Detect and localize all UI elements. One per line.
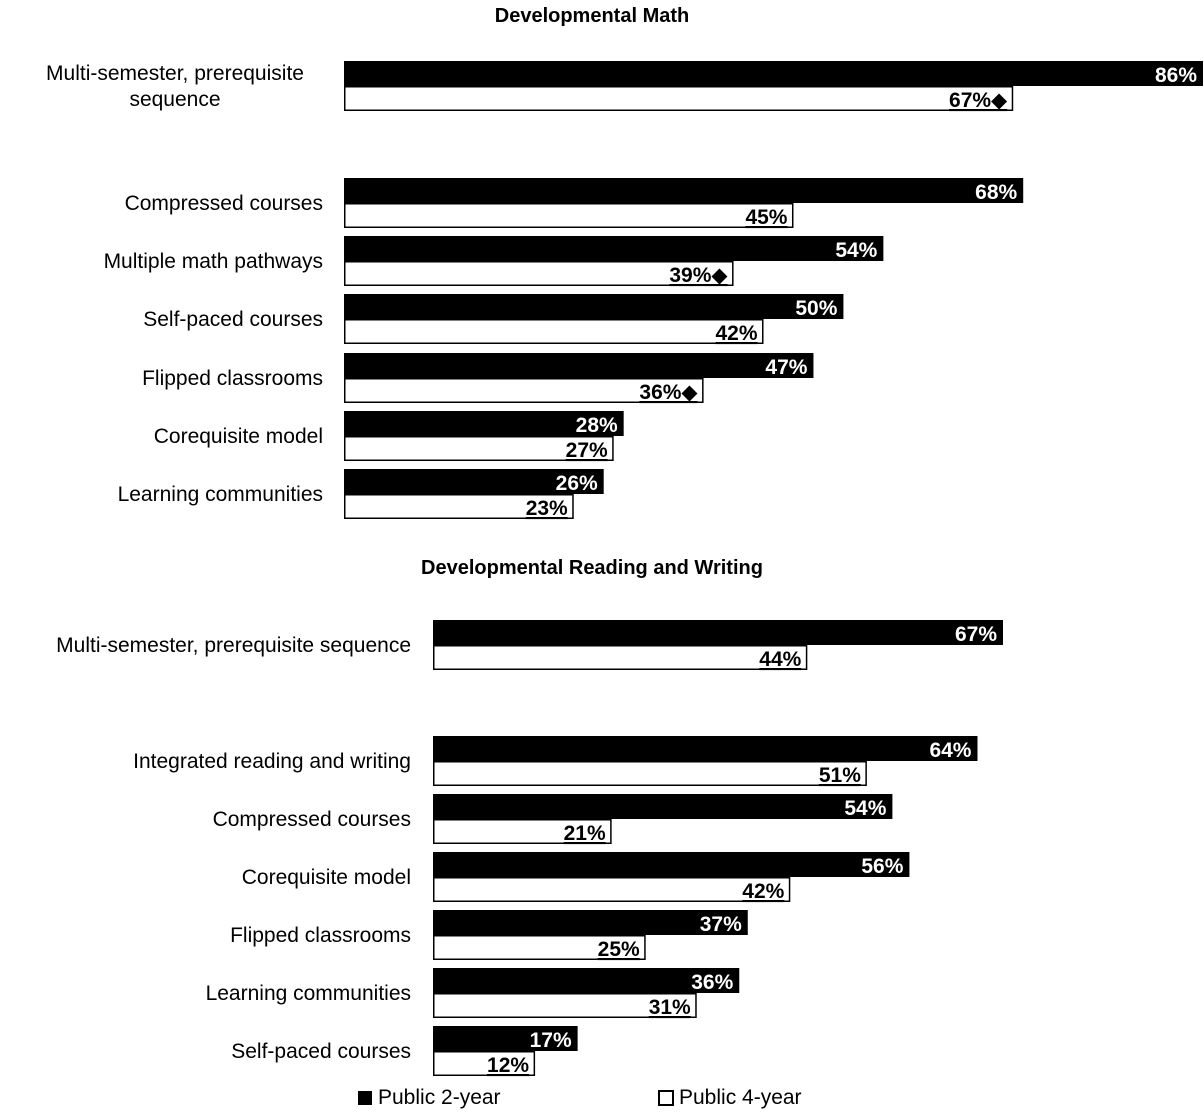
data-label: 17% [530, 1029, 572, 1052]
data-label: 56% [861, 855, 903, 878]
bar-public-4-year [344, 261, 734, 286]
bar-public-4-year [433, 877, 791, 902]
data-label: 67% [955, 623, 997, 646]
data-label: 36%◆ [639, 381, 698, 404]
bar-public-4-year [344, 86, 1014, 111]
bar-public-2-year [433, 910, 748, 935]
data-label: 27% [566, 439, 608, 462]
category-label-line: sequence [129, 88, 220, 111]
data-label: 67%◆ [949, 89, 1008, 112]
bar-public-4-year [433, 761, 867, 786]
data-label: 64% [929, 739, 971, 762]
data-label: 26% [556, 472, 598, 495]
bar-public-2-year [433, 852, 910, 877]
bar-public-2-year [344, 61, 1203, 86]
data-label: 25% [598, 938, 640, 961]
category-label: Compressed courses [213, 808, 411, 831]
data-label: 36% [691, 971, 733, 994]
legend-label: Public 2-year [378, 1086, 501, 1109]
bar-public-2-year [433, 620, 1003, 645]
data-label: 50% [795, 297, 837, 320]
data-label: 42% [742, 880, 784, 903]
bar-public-2-year [433, 968, 740, 993]
data-label: 28% [576, 414, 618, 437]
legend-label: Public 4-year [679, 1086, 802, 1109]
bar-public-2-year [344, 353, 814, 378]
bar-public-4-year [344, 436, 614, 461]
data-label: 12% [487, 1054, 529, 1077]
data-label: 86% [1155, 64, 1197, 87]
category-label: Flipped classrooms [230, 924, 411, 947]
bar-public-2-year [344, 294, 844, 319]
chart-title: Developmental Reading and Writing [421, 557, 763, 579]
category-label: Learning communities [206, 982, 411, 1005]
category-label: Integrated reading and writing [133, 750, 411, 773]
bar-public-4-year [433, 993, 697, 1018]
bar-public-4-year [344, 203, 794, 228]
filled-square-icon [358, 1091, 372, 1105]
category-label: Self-paced courses [143, 308, 323, 331]
bar-public-2-year [433, 794, 893, 819]
data-label: 37% [700, 913, 742, 936]
chart-title: Developmental Math [495, 5, 689, 27]
category-label: Multi-semester, prerequisite sequence [46, 62, 304, 111]
data-label: 23% [526, 497, 568, 520]
bar-public-2-year [344, 178, 1024, 203]
category-label: Corequisite model [242, 866, 411, 889]
data-label: 47% [765, 356, 807, 379]
data-label: 54% [835, 239, 877, 262]
bar-public-2-year [433, 1026, 578, 1051]
data-label: 44% [759, 648, 801, 671]
category-label: Multiple math pathways [104, 250, 323, 273]
data-label: 45% [745, 206, 787, 229]
category-label: Compressed courses [125, 192, 323, 215]
bar-public-4-year [344, 378, 704, 403]
bar-public-2-year [433, 736, 978, 761]
category-label: Flipped classrooms [142, 367, 323, 390]
data-label: 31% [649, 996, 691, 1019]
bar-public-2-year [344, 469, 604, 494]
category-label: Self-paced courses [231, 1040, 411, 1063]
hollow-square-icon [658, 1090, 674, 1106]
category-label: Multi-semester, prerequisite sequence [56, 634, 411, 657]
category-label: Corequisite model [154, 425, 323, 448]
bar-public-2-year [344, 236, 884, 261]
bar-public-4-year [433, 1051, 536, 1076]
data-label: 42% [715, 322, 757, 345]
bar-public-4-year [433, 819, 612, 844]
data-label: 51% [819, 764, 861, 787]
data-label: 21% [564, 822, 606, 845]
bar-public-4-year [433, 935, 646, 960]
data-label: 54% [844, 797, 886, 820]
category-label: Learning communities [118, 483, 323, 506]
category-label-line: Multi-semester, prerequisite [46, 62, 304, 85]
bar-public-4-year [433, 645, 808, 670]
data-label: 39%◆ [669, 264, 728, 287]
bar-public-2-year [344, 411, 624, 436]
bar-public-4-year [344, 494, 574, 519]
data-label: 68% [975, 181, 1017, 204]
bar-public-4-year [344, 319, 764, 344]
